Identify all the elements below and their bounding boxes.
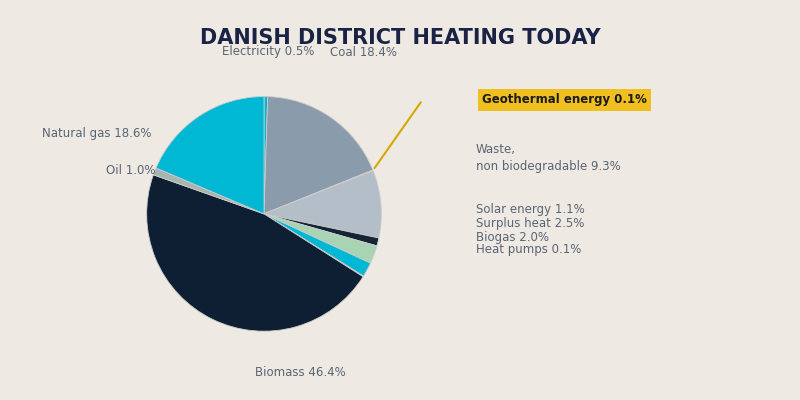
- Wedge shape: [264, 214, 379, 246]
- Text: Biogas 2.0%: Biogas 2.0%: [476, 232, 549, 244]
- Text: Heat pumps 0.1%: Heat pumps 0.1%: [476, 244, 582, 256]
- Text: Geothermal energy 0.1%: Geothermal energy 0.1%: [482, 94, 647, 106]
- Text: Electricity 0.5%: Electricity 0.5%: [222, 46, 314, 58]
- Wedge shape: [264, 96, 373, 214]
- Text: DANISH DISTRICT HEATING TODAY: DANISH DISTRICT HEATING TODAY: [200, 28, 600, 48]
- Text: Waste,
non biodegradable 9.3%: Waste, non biodegradable 9.3%: [476, 143, 621, 173]
- Text: Biomass 46.4%: Biomass 46.4%: [254, 366, 346, 378]
- Wedge shape: [264, 171, 382, 238]
- Wedge shape: [156, 96, 264, 214]
- Wedge shape: [264, 214, 363, 277]
- Wedge shape: [264, 170, 373, 214]
- Text: Surplus heat 2.5%: Surplus heat 2.5%: [476, 218, 584, 230]
- Wedge shape: [264, 214, 370, 276]
- Text: Oil 1.0%: Oil 1.0%: [106, 164, 156, 176]
- Wedge shape: [146, 175, 363, 331]
- Wedge shape: [264, 214, 377, 263]
- Text: Solar energy 1.1%: Solar energy 1.1%: [476, 204, 585, 216]
- Wedge shape: [264, 96, 268, 214]
- Wedge shape: [154, 168, 264, 214]
- Text: Coal 18.4%: Coal 18.4%: [330, 46, 398, 58]
- Text: Natural gas 18.6%: Natural gas 18.6%: [42, 128, 152, 140]
